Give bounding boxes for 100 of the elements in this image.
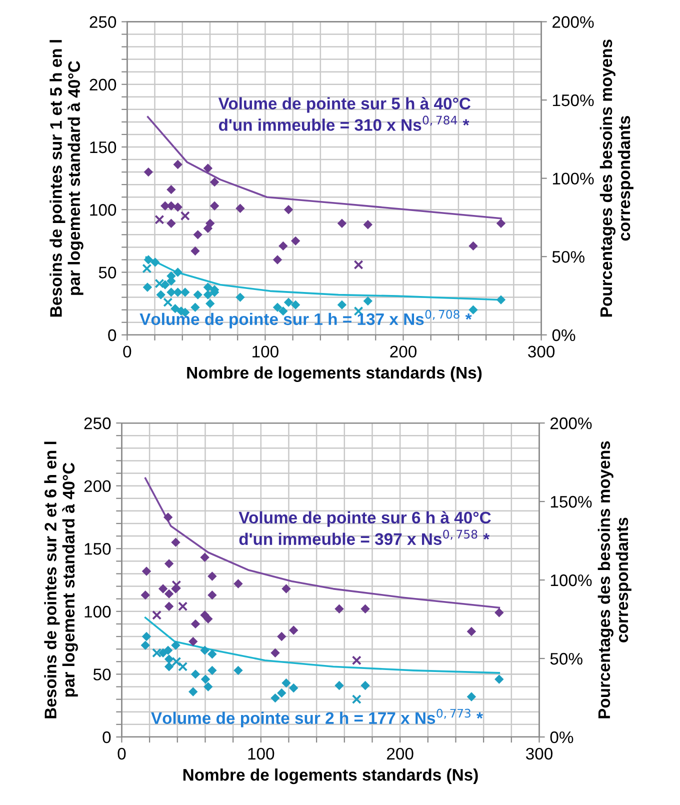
point bbox=[180, 288, 190, 297]
y2-tick-label: 200% bbox=[552, 16, 594, 28]
point bbox=[234, 666, 243, 676]
point bbox=[200, 552, 210, 562]
y2-tick-label: 0% bbox=[550, 731, 574, 744]
point bbox=[290, 300, 300, 310]
annotation: Volume de pointe sur 6 h à 40°C d'un immeuble = 397 x Ns$^{0,758}$ * bbox=[238, 511, 491, 545]
point bbox=[468, 241, 478, 251]
point bbox=[270, 648, 280, 658]
point bbox=[352, 656, 362, 666]
y-tick-label: 250 bbox=[84, 417, 111, 430]
y-tick-label: 200 bbox=[90, 78, 116, 91]
point bbox=[190, 670, 200, 679]
point bbox=[496, 218, 506, 228]
point bbox=[156, 290, 166, 300]
annotation: Volume de pointe sur 5 h à 40°C d'un immeuble = 310 x Ns$^{0,784}$ * bbox=[218, 97, 471, 131]
point bbox=[154, 214, 164, 224]
point bbox=[208, 590, 217, 600]
annotation: Volume de pointe sur 2 h = 177 x Ns$^{0,773}$ * bbox=[151, 708, 483, 728]
point bbox=[164, 589, 174, 598]
point bbox=[142, 282, 152, 292]
point bbox=[164, 559, 174, 568]
annotation: Volume de pointe sur 1 h = 137 x Ns$^{0,708}$ * bbox=[140, 310, 472, 328]
point bbox=[208, 666, 217, 676]
y-tick-label: 0 bbox=[108, 329, 116, 342]
point bbox=[208, 572, 217, 581]
point bbox=[166, 218, 176, 228]
x-tick-label: 200 bbox=[390, 346, 416, 358]
point bbox=[360, 680, 370, 690]
point bbox=[190, 302, 200, 312]
point bbox=[236, 292, 245, 302]
x-tick-label: 300 bbox=[528, 346, 555, 358]
point bbox=[158, 584, 168, 594]
point bbox=[282, 584, 291, 594]
x-tick-label: 200 bbox=[387, 748, 414, 760]
point bbox=[172, 580, 182, 590]
point bbox=[494, 674, 504, 684]
point bbox=[282, 678, 291, 688]
point bbox=[164, 602, 174, 611]
point bbox=[160, 280, 170, 290]
y2-axis-title: Pourcentages des besoins moyens correspondants bbox=[598, 441, 632, 718]
y2-tick-label: 50% bbox=[550, 652, 582, 665]
point bbox=[363, 296, 373, 306]
point bbox=[290, 236, 300, 246]
y-axis-title: Besoins de pointes sur 1 et 5 h en l par logement standard à 40°C bbox=[50, 40, 84, 317]
y-tick-label: 150 bbox=[90, 141, 116, 154]
y2-tick-label: 150% bbox=[552, 94, 594, 106]
point bbox=[272, 302, 282, 312]
point bbox=[173, 202, 182, 212]
point bbox=[337, 300, 347, 310]
point bbox=[288, 683, 298, 693]
point bbox=[164, 662, 174, 672]
y-tick-label: 250 bbox=[90, 16, 116, 28]
point bbox=[152, 648, 162, 658]
y2-tick-label: 50% bbox=[552, 250, 584, 263]
point bbox=[142, 264, 152, 274]
y2-tick-label: 0% bbox=[552, 329, 576, 342]
point bbox=[188, 687, 198, 696]
point bbox=[200, 674, 210, 684]
point bbox=[180, 211, 190, 221]
point bbox=[200, 646, 210, 655]
point bbox=[152, 610, 162, 620]
point bbox=[208, 649, 217, 659]
point bbox=[352, 694, 362, 704]
point bbox=[210, 201, 220, 210]
point bbox=[144, 255, 154, 264]
point bbox=[154, 278, 164, 288]
point bbox=[163, 512, 173, 522]
point bbox=[203, 164, 213, 173]
point bbox=[164, 654, 174, 664]
point bbox=[193, 290, 202, 300]
point bbox=[142, 632, 152, 642]
point bbox=[496, 295, 506, 304]
point bbox=[337, 218, 347, 228]
y-tick-label: 100 bbox=[90, 204, 116, 216]
x-tick-label: 100 bbox=[248, 748, 274, 760]
point bbox=[272, 255, 282, 264]
point bbox=[206, 298, 215, 308]
point bbox=[193, 230, 202, 240]
y-tick-label: 50 bbox=[98, 266, 116, 278]
y2-axis-title: Pourcentages des besoins moyens correspondants bbox=[600, 40, 634, 317]
y-tick-label: 100 bbox=[84, 606, 111, 618]
point bbox=[494, 608, 504, 618]
point bbox=[171, 538, 180, 547]
y-tick-label: 200 bbox=[84, 480, 111, 492]
y2-tick-label: 200% bbox=[550, 417, 592, 430]
point bbox=[188, 636, 198, 646]
point bbox=[270, 693, 280, 703]
point bbox=[163, 646, 173, 655]
point bbox=[163, 298, 173, 308]
point bbox=[334, 604, 344, 614]
point bbox=[140, 590, 150, 600]
x-tick-label: 300 bbox=[526, 748, 552, 760]
point bbox=[468, 305, 478, 314]
point bbox=[140, 640, 150, 650]
x-axis-title: Nombre de logements standards (Ns) bbox=[187, 366, 482, 382]
point bbox=[204, 614, 213, 624]
point bbox=[204, 682, 213, 692]
point bbox=[288, 626, 298, 635]
point bbox=[171, 640, 180, 650]
